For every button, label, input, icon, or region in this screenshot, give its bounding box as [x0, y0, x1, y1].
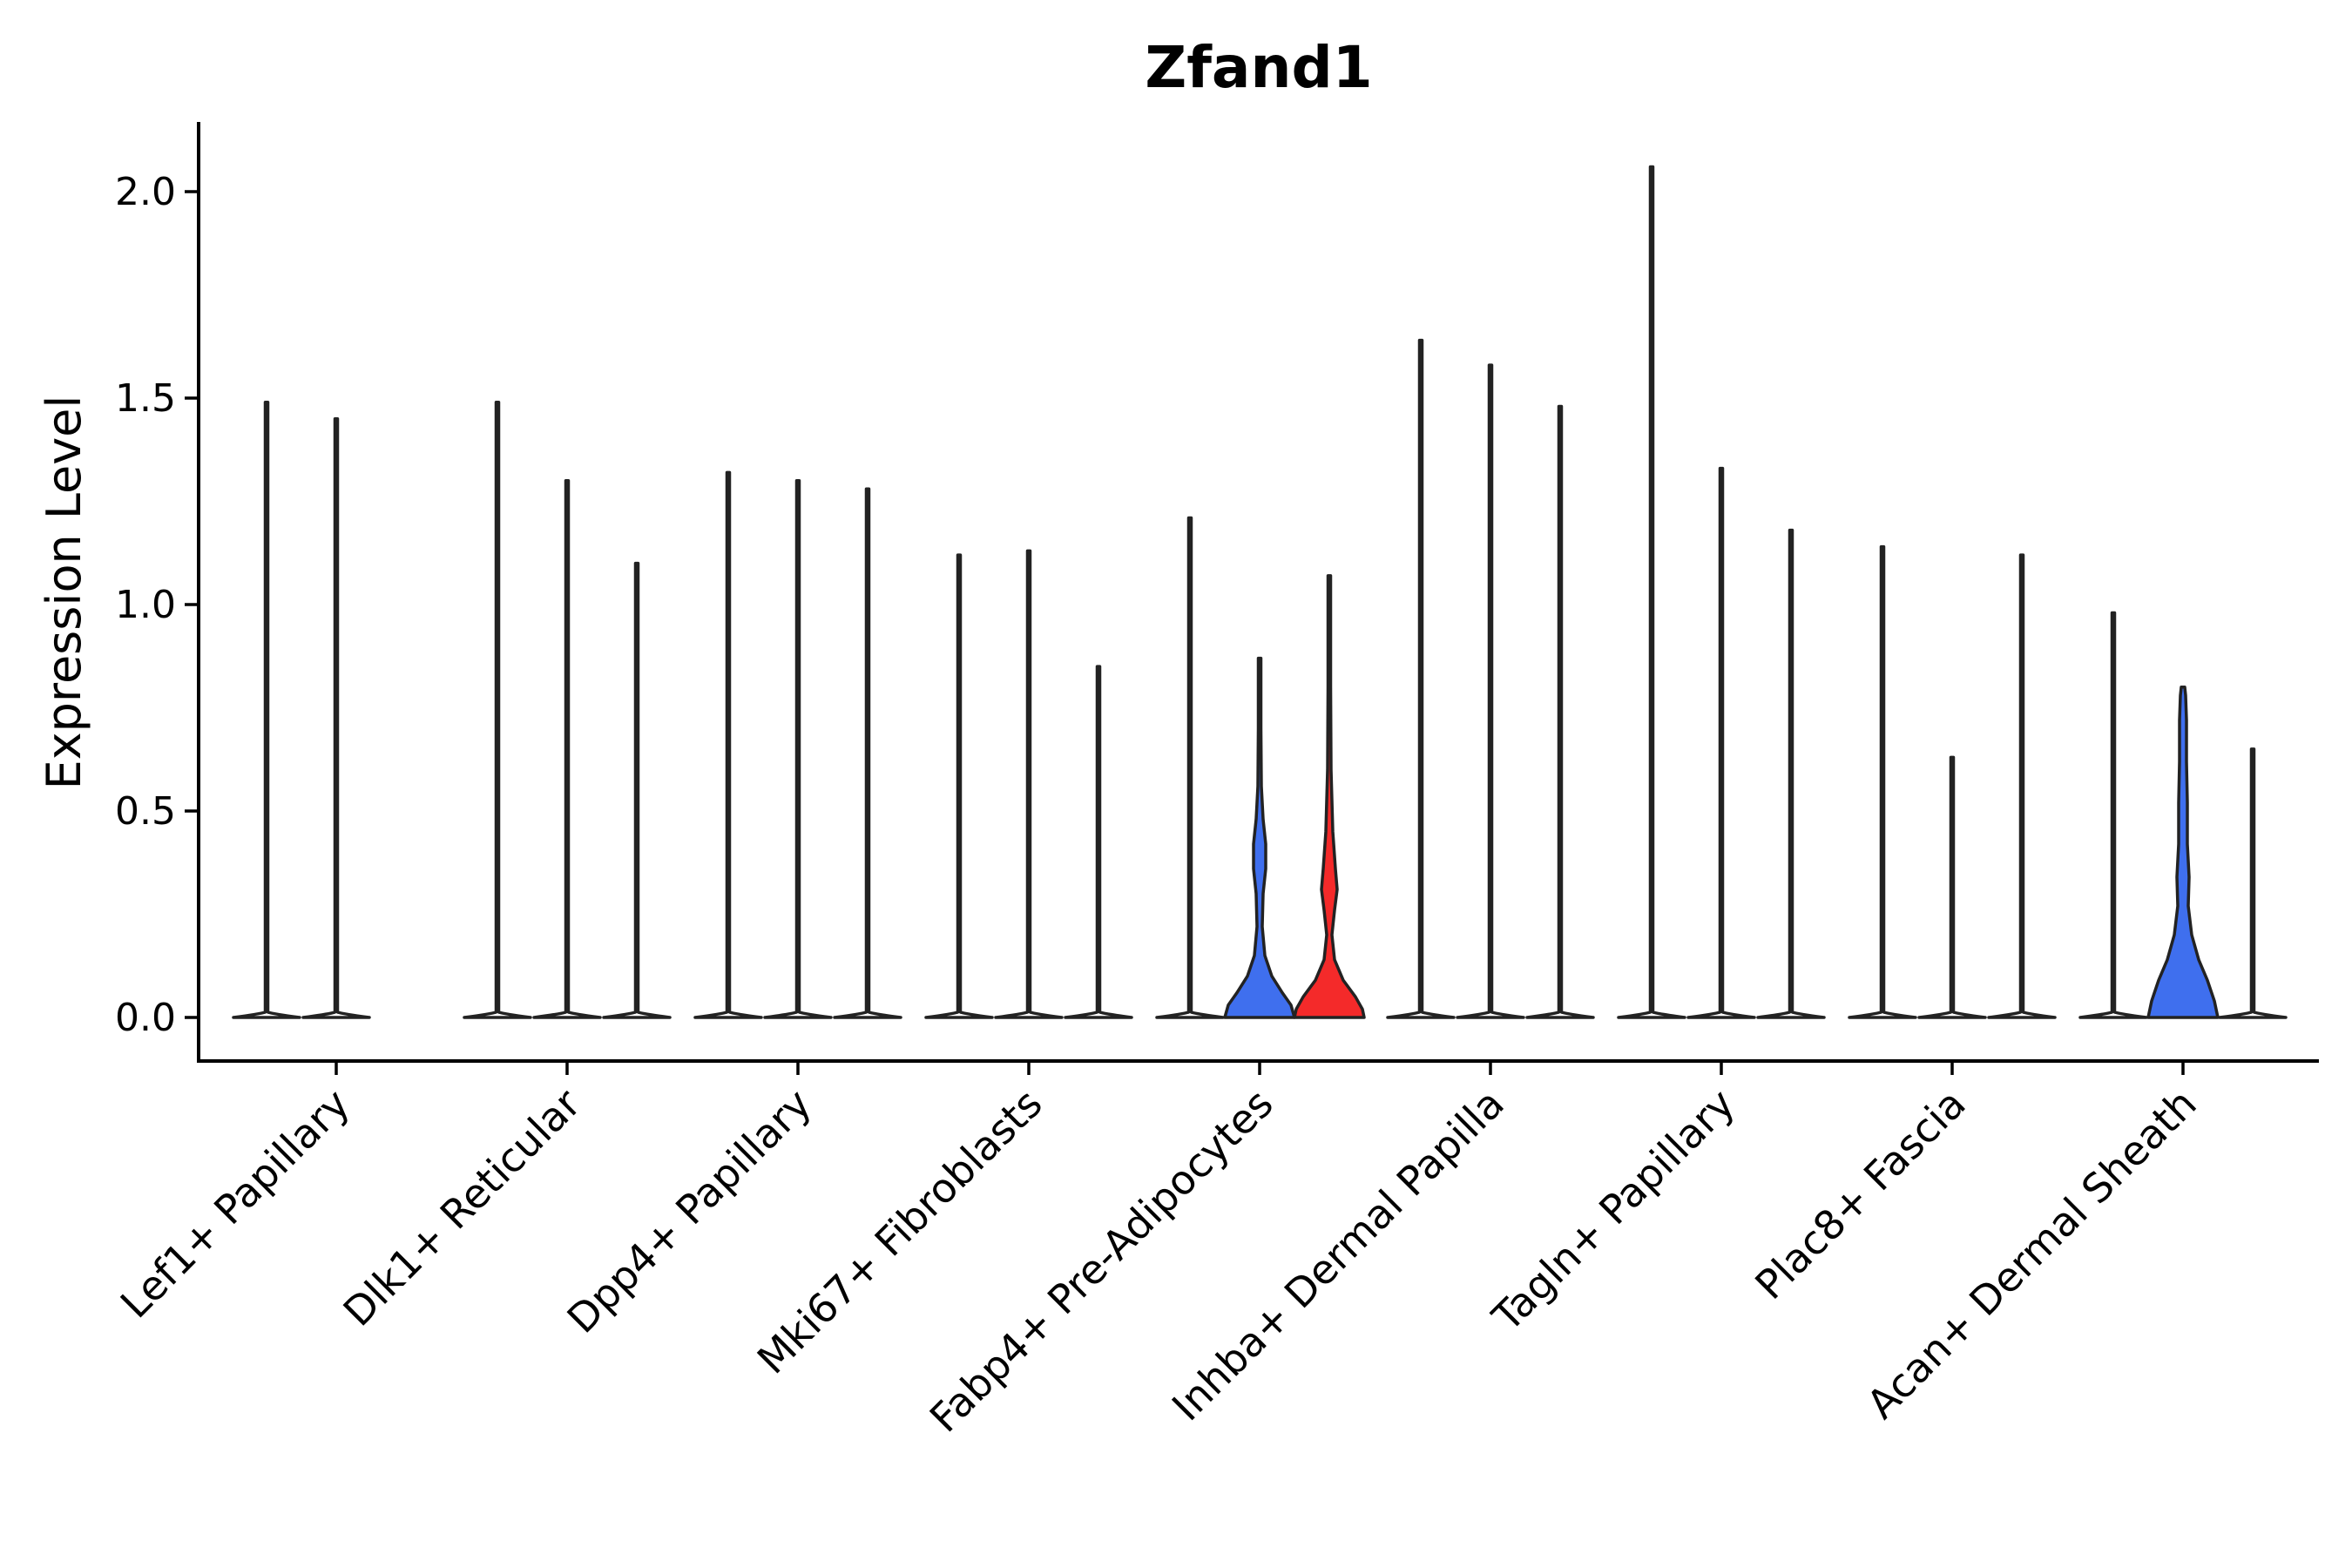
- violin-5-1: [1456, 363, 1525, 1019]
- violin-2-0: [693, 470, 763, 1019]
- violin-1-1: [532, 479, 602, 1019]
- x-tick-label: Tagln+ Papillary: [1483, 1080, 1744, 1342]
- violin-8-1: [2146, 686, 2220, 1019]
- violin-6-2: [1756, 528, 1826, 1019]
- violin-7-2: [1987, 553, 2057, 1019]
- y-tick-label: 1.0: [115, 583, 176, 627]
- violin-8-0: [2078, 611, 2148, 1019]
- y-tick-label: 0.0: [115, 996, 176, 1040]
- y-tick-label: 0.5: [115, 789, 176, 834]
- violin-4-1: [1223, 656, 1296, 1019]
- chart-title: Zfand1: [1145, 34, 1372, 101]
- violin-7-1: [1917, 755, 1987, 1019]
- y-tick-label: 1.5: [115, 376, 176, 421]
- violin-3-1: [994, 549, 1064, 1019]
- violin-6-0: [1617, 165, 1686, 1019]
- x-tick-label: Plac8+ Fascia: [1746, 1080, 1974, 1308]
- violin-6-1: [1686, 466, 1756, 1019]
- y-tick-label: 2.0: [115, 170, 176, 214]
- x-tick-label: Dlk1+ Reticular: [335, 1080, 590, 1335]
- violin-7-0: [1848, 544, 1917, 1019]
- violin-1-2: [602, 561, 672, 1019]
- violin-3-2: [1064, 665, 1133, 1019]
- violin-3-0: [924, 553, 994, 1019]
- violin-4-0: [1155, 516, 1225, 1019]
- violin-5-2: [1525, 404, 1595, 1019]
- violin-2-1: [763, 479, 833, 1019]
- violin-2-2: [833, 487, 902, 1019]
- y-axis-label: Expression Level: [37, 395, 91, 790]
- violin-0-0: [232, 400, 301, 1019]
- violin-5-0: [1386, 338, 1456, 1019]
- x-tick-label: Lef1+ Papillary: [112, 1080, 359, 1328]
- violin-4-2: [1293, 574, 1366, 1019]
- violin-8-2: [2218, 747, 2288, 1019]
- violin-1-0: [463, 400, 532, 1019]
- violin-0-1: [301, 416, 371, 1019]
- x-tick-label: Dpp4+ Papillary: [558, 1080, 821, 1342]
